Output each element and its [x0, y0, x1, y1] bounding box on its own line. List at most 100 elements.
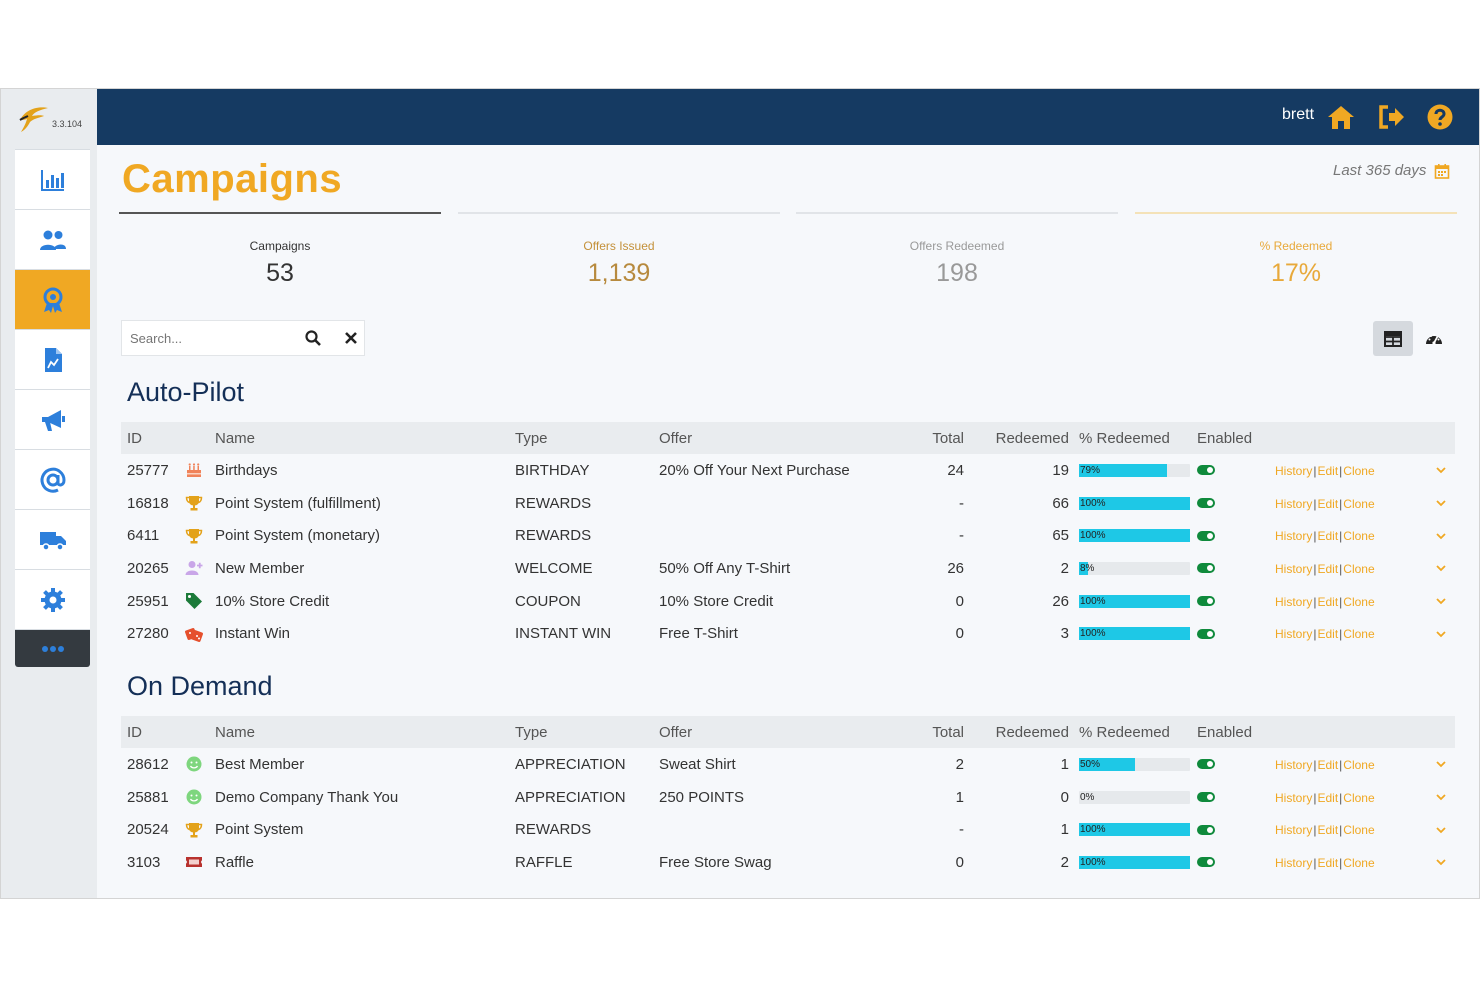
enabled-toggle[interactable]: [1197, 824, 1215, 835]
campaign-name[interactable]: Demo Company Thank You: [215, 788, 399, 806]
edit-link[interactable]: Edit: [1317, 823, 1339, 838]
enabled-toggle[interactable]: [1197, 563, 1215, 574]
column-header-type[interactable]: Type: [515, 422, 659, 454]
sidebar-item-fulfillment[interactable]: [15, 509, 90, 569]
column-header-redeemed[interactable]: Redeemed: [964, 716, 1069, 748]
stat-offers-issued[interactable]: Offers Issued 1,139: [458, 239, 780, 288]
sidebar-item-members[interactable]: [15, 209, 90, 269]
user-name[interactable]: brett: [1282, 106, 1315, 123]
edit-link[interactable]: Edit: [1317, 496, 1339, 511]
chevron-down-icon[interactable]: [1435, 464, 1455, 476]
enabled-toggle[interactable]: [1197, 498, 1215, 509]
chevron-down-icon[interactable]: [1435, 628, 1455, 640]
history-link[interactable]: History: [1275, 757, 1313, 772]
campaign-name[interactable]: 10% Store Credit: [215, 592, 330, 610]
enabled-toggle[interactable]: [1197, 759, 1215, 770]
enabled-toggle[interactable]: [1197, 628, 1215, 639]
stat-offers-redeemed[interactable]: Offers Redeemed 198: [796, 239, 1118, 288]
enabled-toggle[interactable]: [1197, 530, 1215, 541]
clone-link[interactable]: Clone: [1343, 561, 1375, 576]
column-header-offer[interactable]: Offer: [659, 716, 909, 748]
search-input[interactable]: [122, 321, 292, 355]
enabled-toggle[interactable]: [1197, 857, 1215, 868]
home-icon[interactable]: [1327, 103, 1355, 131]
history-link[interactable]: History: [1275, 790, 1313, 805]
column-header-pct-redeemed[interactable]: % Redeemed: [1069, 716, 1197, 748]
campaign-name[interactable]: Birthdays: [215, 461, 278, 479]
column-header-total[interactable]: Total: [909, 422, 964, 454]
table-row[interactable]: 25951 10% Store Credit COUPON 10% Store Cre…: [121, 585, 1455, 618]
campaign-name[interactable]: Point System (fulfillment): [215, 494, 381, 512]
column-header-id[interactable]: ID: [121, 422, 185, 454]
clone-link[interactable]: Clone: [1343, 496, 1375, 511]
column-header-pct-redeemed[interactable]: % Redeemed: [1069, 422, 1197, 454]
dashboard-view-button[interactable]: [1414, 321, 1454, 356]
edit-link[interactable]: Edit: [1317, 855, 1339, 870]
campaign-name[interactable]: Point System (monetary): [215, 527, 381, 545]
campaign-name[interactable]: Best Member: [215, 755, 305, 773]
sidebar-item-analytics[interactable]: [15, 149, 90, 209]
clone-link[interactable]: Clone: [1343, 627, 1375, 642]
history-link[interactable]: History: [1275, 855, 1313, 870]
table-row[interactable]: 28612 Best Member APPRECIATION Sweat Shirt 2…: [121, 748, 1455, 781]
table-row[interactable]: 27280 Instant Win INSTANT WIN Free T-Shirt 0…: [121, 617, 1455, 650]
date-range-selector[interactable]: Last 365 days: [1333, 162, 1450, 179]
campaign-name[interactable]: Instant Win: [215, 625, 291, 643]
column-header-total[interactable]: Total: [909, 716, 964, 748]
history-link[interactable]: History: [1275, 463, 1313, 478]
sidebar-item-email[interactable]: [15, 449, 90, 509]
chevron-down-icon[interactable]: [1435, 824, 1455, 836]
edit-link[interactable]: Edit: [1317, 790, 1339, 805]
clone-link[interactable]: Clone: [1343, 757, 1375, 772]
sidebar-item-more[interactable]: [15, 629, 90, 667]
campaign-name[interactable]: Point System: [215, 821, 304, 839]
chevron-down-icon[interactable]: [1435, 856, 1455, 868]
enabled-toggle[interactable]: [1197, 465, 1215, 476]
stat-campaigns[interactable]: Campaigns 53: [119, 239, 441, 288]
table-row[interactable]: 25881 Demo Company Thank You APPRECIATION 2…: [121, 781, 1455, 814]
stat-pct-redeemed[interactable]: % Redeemed 17%: [1135, 239, 1457, 288]
column-header-offer[interactable]: Offer: [659, 422, 909, 454]
enabled-toggle[interactable]: [1197, 596, 1215, 607]
sidebar-item-reports[interactable]: [15, 329, 90, 389]
edit-link[interactable]: Edit: [1317, 561, 1339, 576]
logout-icon[interactable]: [1377, 103, 1405, 131]
table-row[interactable]: 25777 Birthdays BIRTHDAY 20% Off Your Next …: [121, 454, 1455, 487]
edit-link[interactable]: Edit: [1317, 757, 1339, 772]
chevron-down-icon[interactable]: [1435, 595, 1455, 607]
history-link[interactable]: History: [1275, 594, 1313, 609]
table-row[interactable]: 3103 Raffle RAFFLE Free Store Swag 0 2 100% His…: [121, 846, 1455, 879]
clone-link[interactable]: Clone: [1343, 594, 1375, 609]
history-link[interactable]: History: [1275, 561, 1313, 576]
table-row[interactable]: 20265 New Member WELCOME 50% Off Any T-Shir…: [121, 552, 1455, 585]
help-icon[interactable]: [1426, 103, 1454, 131]
clone-link[interactable]: Clone: [1343, 790, 1375, 805]
column-header-name[interactable]: Name: [215, 716, 515, 748]
chevron-down-icon[interactable]: [1435, 791, 1455, 803]
sidebar-item-marketing[interactable]: [15, 389, 90, 449]
chevron-down-icon[interactable]: [1435, 530, 1455, 542]
edit-link[interactable]: Edit: [1317, 529, 1339, 544]
column-header-redeemed[interactable]: Redeemed: [964, 422, 1069, 454]
clone-link[interactable]: Clone: [1343, 855, 1375, 870]
campaign-name[interactable]: New Member: [215, 559, 305, 577]
history-link[interactable]: History: [1275, 823, 1313, 838]
edit-link[interactable]: Edit: [1317, 463, 1339, 478]
clear-search-button[interactable]: [331, 320, 371, 356]
enabled-toggle[interactable]: [1197, 792, 1215, 803]
history-link[interactable]: History: [1275, 529, 1313, 544]
chevron-down-icon[interactable]: [1435, 758, 1455, 770]
sidebar-item-settings[interactable]: [15, 569, 90, 629]
table-view-button[interactable]: [1373, 321, 1413, 356]
sidebar-item-campaigns[interactable]: [15, 269, 90, 329]
clone-link[interactable]: Clone: [1343, 463, 1375, 478]
chevron-down-icon[interactable]: [1435, 562, 1455, 574]
chevron-down-icon[interactable]: [1435, 497, 1455, 509]
column-header-id[interactable]: ID: [121, 716, 185, 748]
edit-link[interactable]: Edit: [1317, 627, 1339, 642]
campaign-name[interactable]: Raffle: [215, 853, 254, 871]
column-header-enabled[interactable]: Enabled: [1197, 716, 1275, 748]
logo[interactable]: 3.3.104: [1, 89, 97, 149]
column-header-type[interactable]: Type: [515, 716, 659, 748]
history-link[interactable]: History: [1275, 496, 1313, 511]
